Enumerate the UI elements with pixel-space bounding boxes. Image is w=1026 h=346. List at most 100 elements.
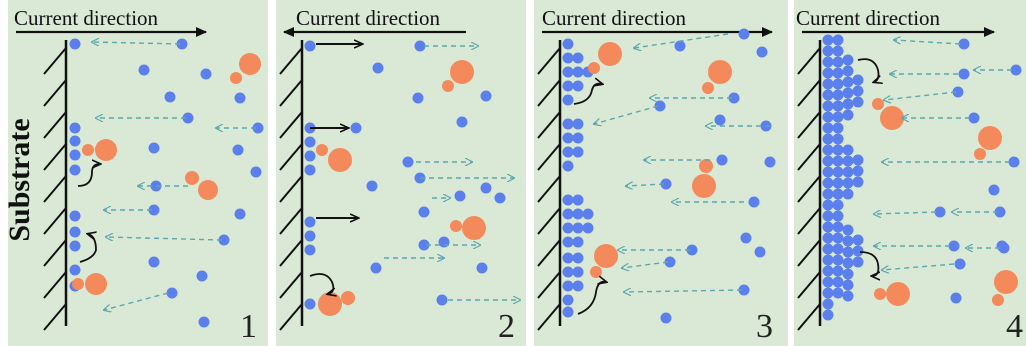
metal-ion <box>822 166 834 178</box>
metal-ion <box>562 266 574 278</box>
metal-ion <box>842 98 854 110</box>
metal-ion <box>832 287 844 299</box>
metal-ion <box>562 280 574 292</box>
metal-ion <box>842 246 854 258</box>
metal-ion <box>304 298 316 310</box>
metal-ion <box>562 66 574 78</box>
metal-ion <box>562 80 574 92</box>
substrate-hatch <box>537 175 561 203</box>
substrate-hatch <box>43 143 67 171</box>
substrate-hatch <box>43 303 67 331</box>
metal-ion <box>832 199 844 211</box>
substrate-hatch <box>797 143 821 171</box>
substrate-hatch <box>279 207 303 235</box>
panel-3: Current direction 3 <box>534 0 788 346</box>
metal-ion <box>232 144 244 156</box>
hydrogen-bubble <box>699 159 713 173</box>
metal-ion <box>69 210 81 222</box>
hydrogen-bubble <box>708 60 732 84</box>
metal-ion <box>200 68 212 80</box>
metal-ion <box>852 74 864 86</box>
metal-ion <box>252 122 264 134</box>
metal-ion <box>562 118 574 130</box>
metal-ion <box>842 177 854 189</box>
panel-number: 2 <box>498 308 515 345</box>
panel-4-diagram <box>797 27 1022 331</box>
metal-ion <box>476 262 488 274</box>
substrate-hatch <box>279 143 303 171</box>
metal-ion <box>372 62 384 74</box>
metal-ion <box>832 210 844 222</box>
metal-ion <box>852 165 864 177</box>
metal-ion <box>572 280 584 292</box>
substrate-hatch <box>537 111 561 139</box>
metal-ion <box>738 284 750 296</box>
metal-ion <box>832 188 844 200</box>
ion-migration-arrow <box>622 261 669 268</box>
metal-ion <box>988 184 1000 196</box>
ion-migration-arrow <box>594 105 659 124</box>
metal-ion <box>822 210 834 222</box>
ion-migration-arrow <box>634 33 729 48</box>
substrate-hatch <box>43 207 67 235</box>
metal-ion <box>842 54 854 66</box>
substrate-hatch <box>43 47 67 75</box>
ion-migration-arrow <box>882 263 955 270</box>
hydrogen-bubble <box>994 270 1018 294</box>
metal-ion <box>842 188 854 200</box>
metal-ion <box>674 40 686 52</box>
metal-ion <box>304 150 316 162</box>
substrate-hatch <box>537 207 561 235</box>
metal-ion <box>414 40 426 52</box>
metal-ion <box>572 208 584 220</box>
panel-1-diagram <box>16 27 264 331</box>
bubble-release-arrow <box>857 58 879 82</box>
hydrogen-bubble <box>974 148 986 160</box>
metal-ion <box>304 230 316 242</box>
metal-ion <box>822 199 834 211</box>
substrate-hatch <box>279 239 303 267</box>
metal-ion <box>176 38 188 50</box>
metal-ion <box>832 78 844 90</box>
metal-ion <box>764 156 776 168</box>
hydrogen-bubble <box>450 60 474 84</box>
bubble-release-arrow <box>77 164 100 187</box>
metal-ion <box>1010 64 1022 76</box>
metal-ion <box>822 155 834 167</box>
hydrogen-bubble <box>95 139 117 161</box>
metal-ion <box>148 256 160 268</box>
metal-ion <box>69 122 81 134</box>
panel-2: Current direction 2 <box>276 0 526 346</box>
metal-ion <box>454 190 466 202</box>
hydrogen-bubble <box>702 82 714 94</box>
hydrogen-bubble <box>85 273 107 295</box>
metal-ion <box>832 166 844 178</box>
metal-ion <box>832 265 844 277</box>
metal-ion <box>748 196 760 208</box>
metal-ion <box>438 236 450 248</box>
metal-ion <box>822 133 834 145</box>
metal-ion <box>832 276 844 288</box>
metal-ion <box>562 38 574 50</box>
hydrogen-bubble <box>316 144 328 156</box>
metal-ion <box>822 144 834 156</box>
metal-ion <box>572 252 584 264</box>
substrate-hatch <box>797 239 821 267</box>
metal-ion <box>69 240 81 252</box>
substrate-hatch <box>43 239 67 267</box>
metal-ion <box>822 298 834 310</box>
ion-migration-arrow <box>874 212 937 214</box>
metal-ion <box>842 87 854 99</box>
metal-ion <box>822 188 834 200</box>
hydrogen-bubble <box>82 144 94 156</box>
metal-ion <box>69 264 81 276</box>
substrate-hatch <box>797 207 821 235</box>
metal-ion <box>832 56 844 68</box>
metal-ion <box>822 265 834 277</box>
bubble-release-arrow <box>577 282 606 315</box>
panel-3-diagram <box>537 27 776 331</box>
metal-ion <box>402 156 414 168</box>
metal-ion <box>218 234 230 246</box>
metal-ion <box>842 76 854 88</box>
metal-ion <box>654 100 666 112</box>
